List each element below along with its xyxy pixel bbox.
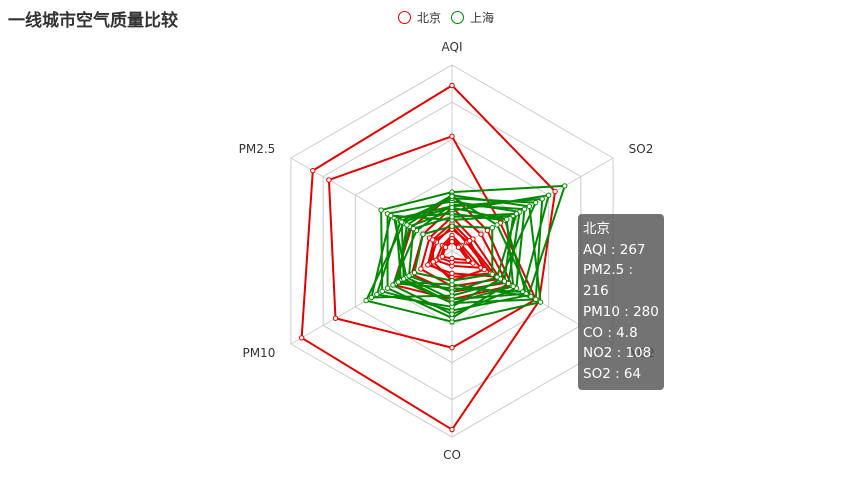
series-shanghai xyxy=(363,183,568,325)
series-point[interactable] xyxy=(425,262,431,268)
tooltip-line-aqi: AQI : 267 xyxy=(583,241,646,258)
series-point[interactable] xyxy=(545,192,552,198)
series-point[interactable] xyxy=(298,335,305,341)
axis-label-pm10: PM10 xyxy=(242,346,275,360)
legend-item-beijing[interactable]: 北京 xyxy=(398,9,441,26)
series-point[interactable] xyxy=(449,255,455,262)
series-point[interactable] xyxy=(501,278,508,284)
series-point[interactable] xyxy=(449,223,455,229)
series-point[interactable] xyxy=(510,283,516,290)
series-point[interactable] xyxy=(326,177,332,183)
series-point[interactable] xyxy=(470,260,476,266)
series-point[interactable] xyxy=(404,222,410,228)
series-point[interactable] xyxy=(562,183,568,189)
series-point[interactable] xyxy=(420,231,426,237)
series-point[interactable] xyxy=(504,216,510,223)
legend: 北京 上海 xyxy=(398,8,504,26)
series-point[interactable] xyxy=(411,270,418,276)
series-point[interactable] xyxy=(537,299,544,305)
series-point[interactable] xyxy=(449,270,455,277)
series-point[interactable] xyxy=(388,212,394,219)
legend-swatch-shanghai xyxy=(451,10,465,24)
series-point[interactable] xyxy=(552,188,558,195)
series-beijing xyxy=(298,82,558,433)
legend-item-shanghai[interactable]: 上海 xyxy=(451,9,494,26)
series-point[interactable] xyxy=(449,193,455,200)
tooltip: 北京 AQI : 267 PM2.5 : 216 PM10 : 280 CO :… xyxy=(578,214,664,390)
series-point[interactable] xyxy=(379,288,385,294)
series-point[interactable] xyxy=(449,426,455,433)
series-point[interactable] xyxy=(410,225,417,232)
series-point[interactable] xyxy=(521,206,528,212)
series-point[interactable] xyxy=(368,294,375,301)
series-point[interactable] xyxy=(374,291,380,298)
series-point[interactable] xyxy=(400,276,407,282)
axis-label-pm25: PM2.5 xyxy=(239,142,276,156)
series-point[interactable] xyxy=(332,315,339,321)
series-point[interactable] xyxy=(442,244,449,250)
tooltip-line-no2: NO2 : 108 xyxy=(583,345,652,362)
tooltip-line-co: CO : 4.8 xyxy=(583,324,638,341)
legend-label-shanghai: 上海 xyxy=(470,10,495,25)
series-point[interactable] xyxy=(390,282,396,288)
series-point[interactable] xyxy=(430,259,436,265)
series-point[interactable] xyxy=(449,345,455,351)
series-point[interactable] xyxy=(489,271,495,277)
series-point[interactable] xyxy=(528,293,534,300)
series-point[interactable] xyxy=(484,227,491,234)
series-point[interactable] xyxy=(449,133,455,140)
radar-grid xyxy=(290,64,614,438)
series-point[interactable] xyxy=(455,244,462,250)
series-point[interactable] xyxy=(533,296,539,303)
series-point[interactable] xyxy=(449,311,455,317)
tooltip-line-pm10: PM10 : 280 xyxy=(583,303,659,320)
series-point[interactable] xyxy=(449,239,455,245)
series-point[interactable] xyxy=(526,203,533,210)
series-point[interactable] xyxy=(494,222,500,228)
series-point[interactable] xyxy=(489,225,495,231)
series-point[interactable] xyxy=(406,273,412,279)
series-point[interactable] xyxy=(449,204,455,211)
legend-label-beijing: 北京 xyxy=(417,10,442,25)
tooltip-header: 北京 xyxy=(583,221,610,237)
series-point[interactable] xyxy=(395,279,402,285)
axis-label-aqi: AQI xyxy=(442,40,463,54)
series-point[interactable] xyxy=(494,274,500,280)
series-point[interactable] xyxy=(513,211,520,217)
series-point[interactable] xyxy=(429,237,436,243)
legend-swatch-beijing xyxy=(398,10,411,24)
series-point[interactable] xyxy=(478,231,484,237)
series-point[interactable] xyxy=(378,207,384,213)
tooltip-line-pm25: PM2.5 : 216 xyxy=(583,262,634,300)
series-point[interactable] xyxy=(384,285,391,291)
series-point[interactable] xyxy=(465,257,471,263)
axis-label-co: CO xyxy=(443,448,461,462)
tooltip-line-so2: SO2 : 64 xyxy=(583,365,642,382)
axis-label-so2: SO2 xyxy=(629,142,654,156)
series-point[interactable] xyxy=(481,266,487,273)
series-point[interactable] xyxy=(467,238,473,244)
series-point[interactable] xyxy=(449,300,455,306)
series-point[interactable] xyxy=(449,289,455,295)
series-point[interactable] xyxy=(310,167,316,174)
series-point[interactable] xyxy=(533,199,539,206)
series-point[interactable] xyxy=(399,219,405,225)
series-point[interactable] xyxy=(439,253,446,260)
chart-title: 一线城市空气质量比较 xyxy=(8,11,178,31)
series-point[interactable] xyxy=(449,278,455,284)
series-point[interactable] xyxy=(418,266,424,272)
series-point[interactable] xyxy=(449,82,455,89)
series-point[interactable] xyxy=(363,297,369,304)
series-point[interactable] xyxy=(449,214,455,220)
series-point[interactable] xyxy=(505,280,512,287)
